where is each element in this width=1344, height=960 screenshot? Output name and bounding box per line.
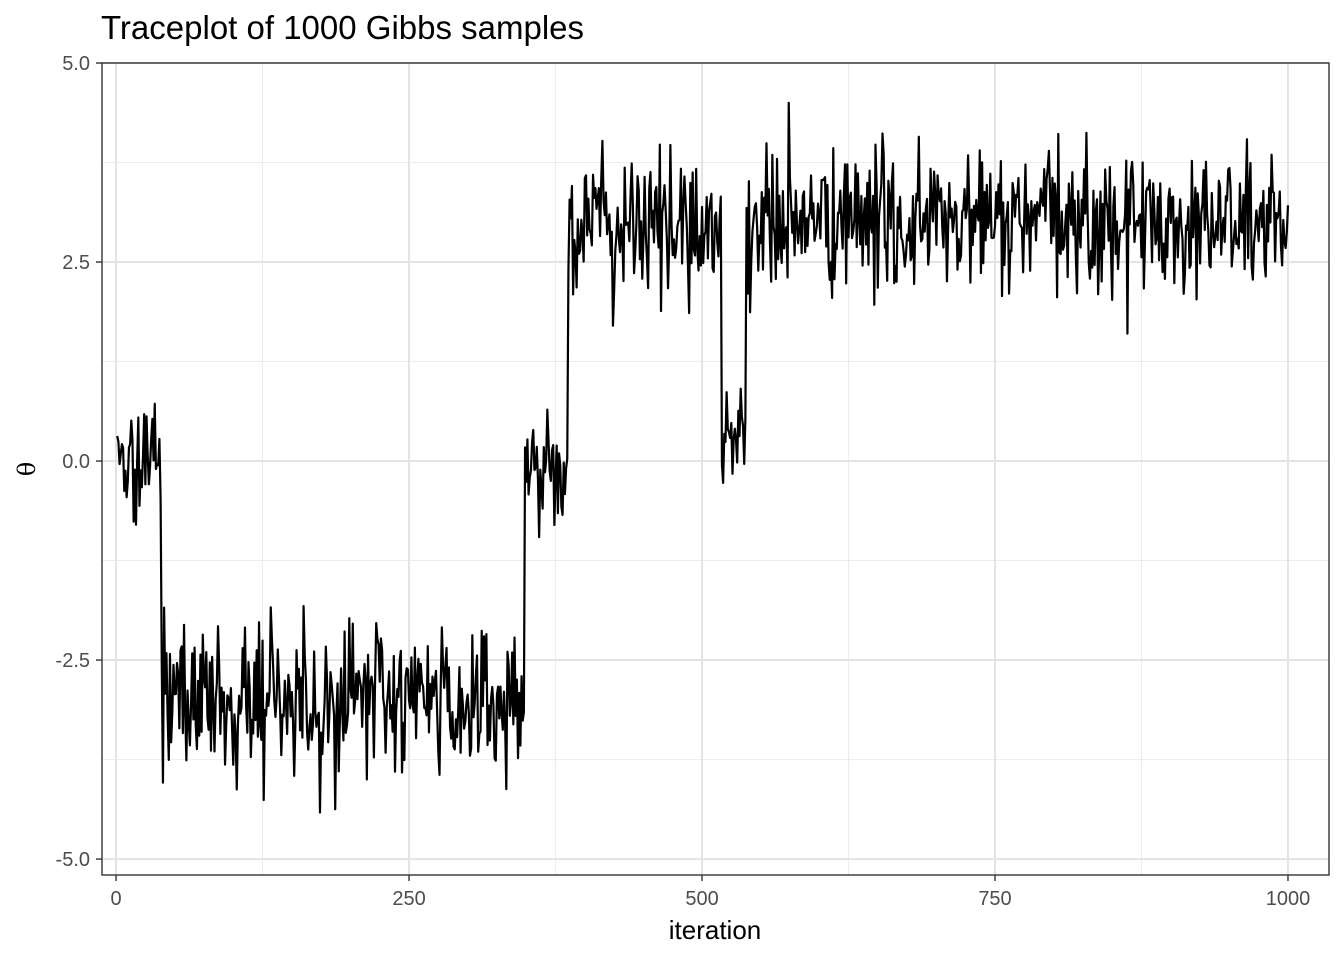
- x-tick-label: 1000: [1266, 888, 1311, 910]
- x-tick-label: 750: [978, 888, 1011, 910]
- x-axis-title: iteration: [669, 915, 762, 945]
- y-tick-label: 2.5: [62, 252, 90, 274]
- y-axis-title: θ: [13, 462, 41, 476]
- y-tick-label: -2.5: [56, 650, 90, 672]
- x-tick-label: 250: [392, 888, 425, 910]
- y-tick-label: -5.0: [56, 849, 90, 871]
- panel-border: [101, 62, 1330, 876]
- y-tick-label: 0.0: [62, 451, 90, 473]
- chart-title: Traceplot of 1000 Gibbs samples: [101, 9, 584, 46]
- trace-line: [116, 101, 1290, 814]
- x-tick-label: 0: [111, 888, 122, 910]
- x-tick-label: 500: [685, 888, 718, 910]
- x-axis: 0 250 500 750 1000: [111, 875, 1311, 910]
- y-tick-label: 5.0: [62, 53, 90, 75]
- y-axis: -5.0 -2.5 0.0 2.5 5.0: [56, 53, 102, 871]
